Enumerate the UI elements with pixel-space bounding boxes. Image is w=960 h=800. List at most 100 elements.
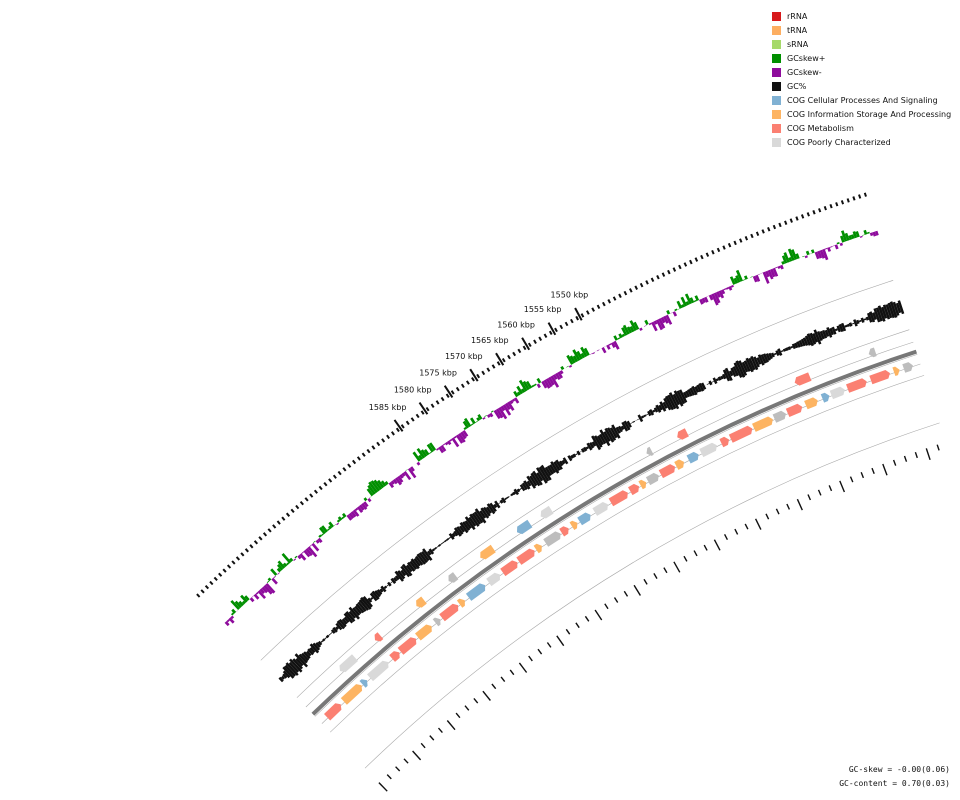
gc-content-bar	[824, 329, 830, 337]
inner-tick	[546, 642, 552, 648]
gc-skew-negative-bar	[536, 383, 541, 389]
gc-content-bar	[576, 450, 581, 456]
gc-skew-positive-bar	[693, 299, 697, 303]
gc-content-bar	[538, 466, 550, 482]
minor-tick	[290, 508, 295, 514]
gc-skew-negative-bar	[728, 286, 733, 291]
gc-content-bar	[546, 465, 554, 475]
inner-tick	[892, 459, 897, 466]
gc-skew-positive-bar	[862, 234, 865, 236]
minor-tick	[795, 216, 799, 221]
gc-content-bar	[757, 354, 765, 366]
gc-content-bar	[586, 442, 593, 451]
gc-skew-negative-bar	[730, 284, 734, 288]
gc-content-bar	[312, 642, 321, 651]
gc-skew-positive-bar	[476, 417, 481, 422]
gene-arrow	[397, 637, 417, 655]
gc-content-bar	[553, 461, 561, 471]
gc-content-bar	[816, 331, 823, 341]
gc-content-bar	[865, 316, 870, 321]
gc-skew-negative-bar	[407, 467, 417, 479]
gc-skew-positive-bar	[518, 379, 528, 392]
gc-content-bar	[834, 328, 838, 332]
gc-skew-positive-bar	[418, 454, 423, 461]
gc-skew-positive-bar	[566, 354, 574, 365]
gc-content-bar	[436, 545, 439, 548]
minor-tick	[612, 296, 617, 301]
gc-skew-negative-bar	[359, 504, 365, 511]
inner-tick	[518, 662, 528, 673]
guide-line	[364, 422, 940, 769]
minor-tick	[716, 247, 721, 253]
legend-swatch	[772, 109, 781, 119]
gc-content-bar	[717, 376, 722, 381]
minor-tick	[683, 262, 688, 267]
gc-skew-negative-bar	[548, 376, 555, 386]
gc-content-bar	[663, 397, 672, 411]
gc-skew-positive-bar	[629, 326, 635, 333]
kbp-label: 1555 kbp	[524, 305, 562, 314]
minor-tick	[285, 512, 291, 517]
minor-tick	[852, 196, 856, 201]
gc-skew-negative-bar	[311, 542, 320, 552]
gc-content-bar	[309, 647, 316, 654]
gc-content-bar	[397, 570, 406, 580]
gc-content-bar	[634, 419, 638, 422]
gc-skew-positive-bar	[282, 562, 288, 568]
gene-arrow	[432, 617, 441, 627]
minor-tick	[507, 354, 511, 360]
minor-tick	[672, 267, 677, 272]
gc-content-bar	[410, 558, 420, 570]
gc-skew-positive-bar	[423, 449, 430, 456]
gc-content-bar	[712, 377, 718, 385]
gc-skew-negative-bar	[770, 268, 776, 278]
minor-tick	[559, 324, 564, 330]
gc-skew-positive-bar	[617, 337, 621, 340]
gene-arrow	[465, 583, 486, 601]
gc-skew-negative-bar	[706, 295, 709, 297]
gc-skew-negative-bar	[273, 575, 276, 579]
gc-content-bar	[374, 590, 381, 598]
gc-skew-negative-bar	[653, 320, 658, 325]
gc-skew-negative-bar	[442, 443, 446, 446]
gc-content-bar	[348, 606, 360, 620]
minor-tick	[629, 288, 633, 293]
gc-skew-negative-bar	[814, 251, 820, 260]
gc-content-bar	[667, 394, 677, 410]
gc-content-bar	[782, 348, 787, 352]
gc-content-bar	[504, 497, 508, 501]
minor-tick	[304, 497, 309, 502]
gc-skew-positive-bar	[836, 242, 840, 245]
minor-tick	[481, 370, 486, 376]
gc-content-bar	[474, 508, 487, 524]
gc-skew-negative-bar	[230, 615, 235, 620]
minor-tick	[767, 227, 771, 232]
gc-skew-negative-bar	[444, 441, 449, 446]
gc-skew-positive-bar	[516, 391, 521, 396]
gc-content-bar	[562, 457, 569, 465]
minor-tick	[226, 564, 232, 569]
inner-tick	[455, 712, 461, 719]
gc-content-bar	[762, 353, 769, 363]
gc-skew-negative-bar	[498, 407, 508, 420]
gc-content-bar	[738, 360, 748, 376]
minor-tick	[209, 580, 214, 586]
gc-skew-negative-bar	[451, 437, 460, 448]
gc-skew-negative-bar	[399, 474, 404, 479]
gc-content-bar	[330, 632, 333, 635]
gc-skew-negative-bar	[489, 412, 494, 418]
gc-content-bar	[836, 325, 841, 333]
gc-skew-negative-bar	[361, 502, 368, 510]
legend-label: rRNA	[787, 11, 808, 21]
inner-tick	[429, 735, 435, 741]
gc-skew-negative-bar	[458, 433, 466, 443]
gc-skew-negative-bar	[874, 230, 879, 236]
gc-skew-positive-bar	[377, 479, 385, 489]
minor-tick	[639, 282, 644, 288]
gc-content-bar	[362, 596, 373, 608]
gc-content-bar	[451, 532, 456, 538]
gc-skew-positive-bar	[729, 276, 736, 285]
gc-skew-negative-bar	[557, 371, 563, 379]
minor-tick	[522, 345, 527, 351]
inner-tick	[723, 533, 729, 541]
